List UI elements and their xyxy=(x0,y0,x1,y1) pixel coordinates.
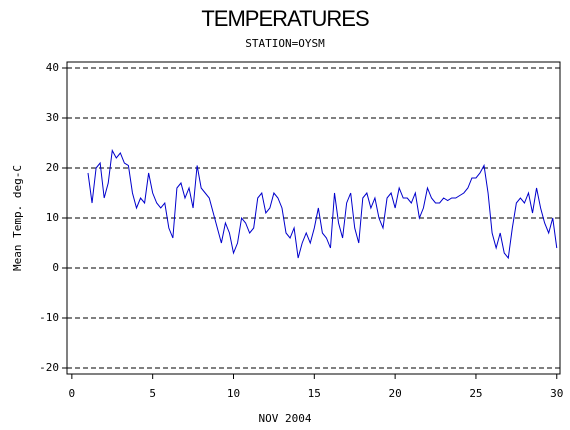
y-tick-label: -20 xyxy=(39,361,59,374)
x-tick-label: 0 xyxy=(69,387,76,400)
chart-title: TEMPERATURES xyxy=(201,6,369,31)
x-tick-label: 30 xyxy=(550,387,563,400)
y-tick-label: 20 xyxy=(46,161,59,174)
x-tick-label: 15 xyxy=(308,387,321,400)
y-tick-label: 10 xyxy=(46,211,59,224)
data-line xyxy=(87,148,558,260)
y-axis-label: Mean Temp. deg-C xyxy=(11,165,24,271)
x-tick-label: 5 xyxy=(149,387,156,400)
y-tick-label: -10 xyxy=(39,311,59,324)
y-tick-label: 30 xyxy=(46,111,59,124)
x-tick-label: 10 xyxy=(227,387,240,400)
x-tick-label: 20 xyxy=(389,387,402,400)
x-axis-label: NOV 2004 xyxy=(259,412,312,425)
y-tick-label: 40 xyxy=(46,61,59,74)
chart-subtitle: STATION=OYSM xyxy=(245,37,325,50)
x-tick-label: 25 xyxy=(469,387,482,400)
y-tick-label: 0 xyxy=(52,261,59,274)
